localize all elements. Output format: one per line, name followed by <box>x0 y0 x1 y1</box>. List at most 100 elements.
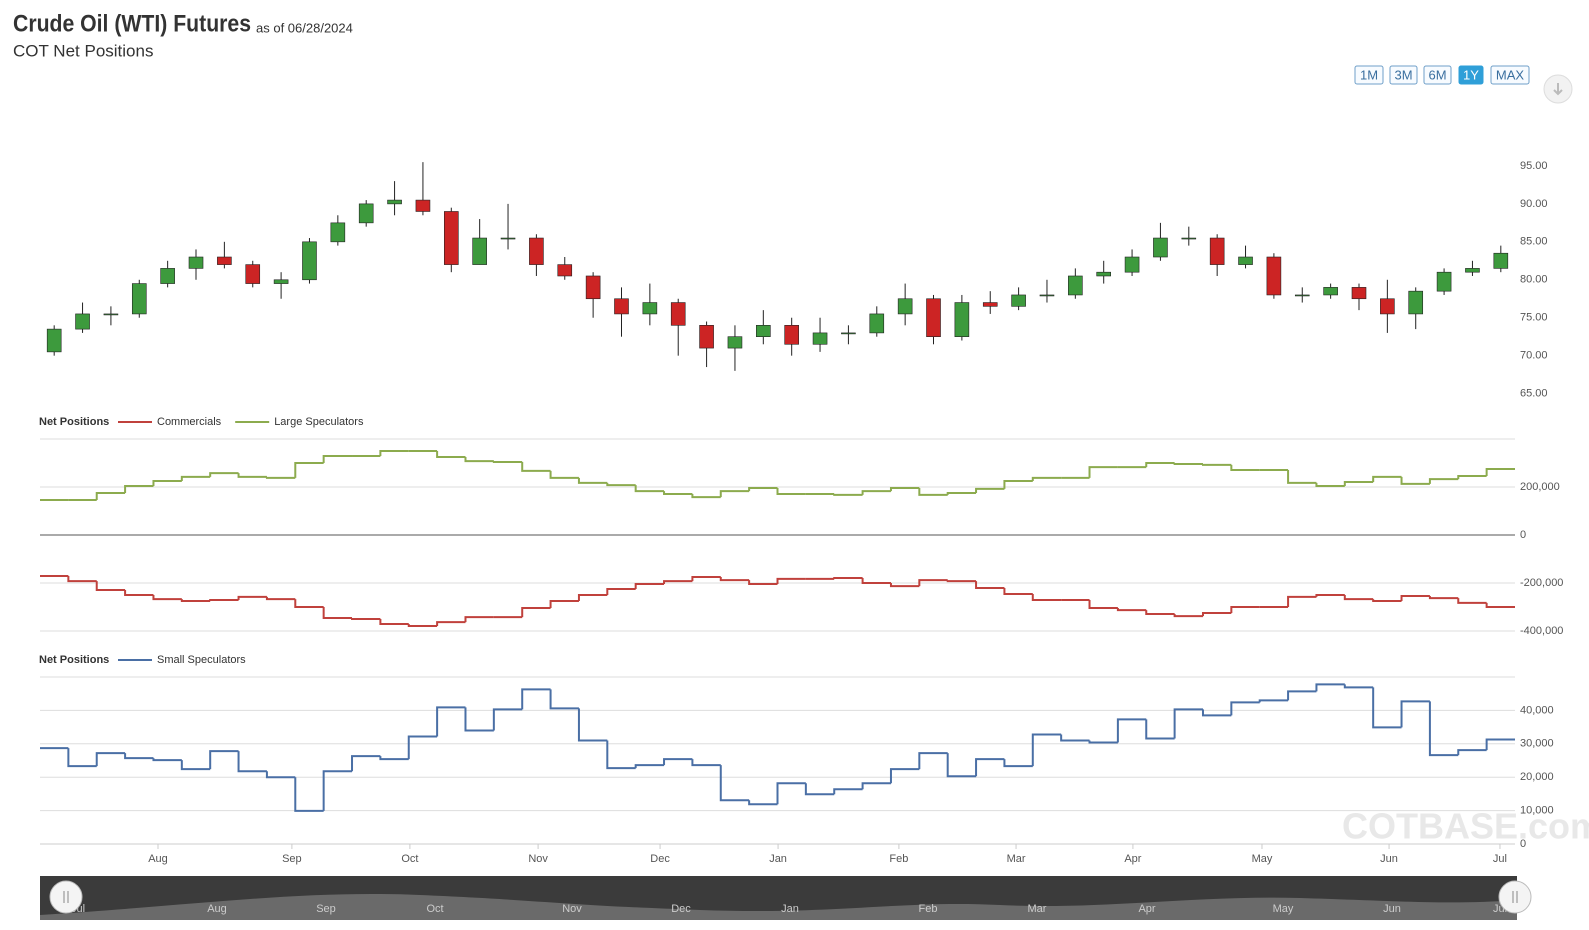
line-step <box>180 599 211 602</box>
candle-body <box>1436 271 1452 292</box>
candle-body <box>302 241 317 281</box>
line-step <box>634 582 665 589</box>
range-button[interactable] <box>1389 65 1418 85</box>
range-button[interactable] <box>1354 65 1384 85</box>
y-tick-label: 200,000 <box>1520 481 1560 493</box>
line-step <box>946 753 977 778</box>
line-step <box>975 758 1005 777</box>
line-step <box>237 473 267 478</box>
line-step <box>577 477 608 484</box>
line-step <box>124 753 154 760</box>
candle-body <box>46 328 62 353</box>
line-step <box>1230 606 1260 613</box>
y-tick-label: 65.00 <box>1520 388 1548 400</box>
line-step <box>549 689 579 710</box>
line-step <box>492 461 523 464</box>
line-step <box>1173 708 1203 739</box>
candle-body <box>784 325 799 345</box>
line-step <box>294 777 324 812</box>
line-step <box>265 596 296 601</box>
line-step <box>606 482 636 487</box>
range-buttons: 1M 3M 6M 1Y MAX <box>1354 65 1530 85</box>
line-step <box>237 751 267 773</box>
line-step <box>663 758 693 766</box>
line-step <box>379 756 409 761</box>
line-step <box>237 595 267 601</box>
candle-body <box>131 283 147 315</box>
candle-body <box>1011 294 1026 307</box>
range-button[interactable] <box>1458 65 1484 85</box>
line-step <box>209 599 239 602</box>
line-step <box>1031 476 1062 481</box>
line-step <box>634 485 665 493</box>
line-step <box>1201 709 1232 717</box>
range-button[interactable] <box>1490 65 1530 85</box>
line-step <box>67 748 97 768</box>
legend-label[interactable]: Small Speculators <box>157 654 246 666</box>
line-step <box>776 487 806 495</box>
line-step <box>265 771 296 779</box>
line-step <box>861 577 891 584</box>
candle-body <box>897 298 913 315</box>
line-step <box>549 600 579 608</box>
candle-body <box>330 222 346 243</box>
candle-body <box>670 302 686 326</box>
line-step <box>1201 612 1232 617</box>
legend-label[interactable]: Commercials <box>157 416 222 428</box>
navigator-area <box>40 894 1517 920</box>
candle-body <box>443 211 459 265</box>
y-tick-label: 90.00 <box>1520 198 1548 210</box>
navigator-label: Oct <box>426 903 443 915</box>
line-step <box>1003 759 1033 768</box>
line-step <box>436 621 466 626</box>
line-step <box>1173 462 1203 465</box>
line-step <box>549 470 579 479</box>
candle-body <box>869 313 885 334</box>
candle-body <box>1493 252 1509 269</box>
navigator-label: Mar <box>1028 903 1047 915</box>
line-step <box>748 580 778 585</box>
line-step <box>152 595 182 601</box>
candle-body <box>1209 237 1225 265</box>
legend-label[interactable]: Large Speculators <box>274 416 364 428</box>
line-step <box>719 765 750 802</box>
line-step <box>1145 462 1175 468</box>
line-step <box>889 486 920 492</box>
line-step <box>351 618 381 620</box>
line-step <box>1003 588 1033 596</box>
x-tick-label: Oct <box>401 853 418 865</box>
candle-body <box>75 313 90 330</box>
candle-body <box>812 332 828 345</box>
line-step <box>1287 690 1317 701</box>
line-step <box>492 708 523 731</box>
line-step <box>1485 468 1515 476</box>
line-step <box>1485 738 1515 751</box>
navigator-handle[interactable] <box>1498 880 1532 914</box>
y-tick-label: 85.00 <box>1520 236 1548 248</box>
line-step <box>1372 687 1402 729</box>
x-tick-label: Nov <box>528 853 548 865</box>
line-step <box>577 594 608 601</box>
candle-body <box>415 199 431 212</box>
navigator-label: Apr <box>1138 903 1155 915</box>
navigator-label: Jan <box>781 903 799 915</box>
line-step <box>1003 480 1033 489</box>
range-button[interactable] <box>1423 65 1452 85</box>
line-step <box>1457 474 1487 480</box>
navigator-handle[interactable] <box>49 880 83 914</box>
line-step <box>322 770 353 811</box>
y-tick-label: 40,000 <box>1520 704 1554 716</box>
line-step <box>265 476 296 479</box>
line-step <box>1343 684 1374 689</box>
line-step <box>1116 718 1147 743</box>
line-step <box>521 462 551 472</box>
candle-body <box>1124 256 1140 273</box>
line-step <box>918 579 948 587</box>
line-step <box>634 764 665 769</box>
line-step <box>946 492 977 495</box>
candle-body <box>614 298 629 315</box>
candle-body <box>160 268 175 284</box>
line-step <box>1088 600 1118 609</box>
line-step <box>322 455 353 463</box>
line-step <box>918 487 948 496</box>
